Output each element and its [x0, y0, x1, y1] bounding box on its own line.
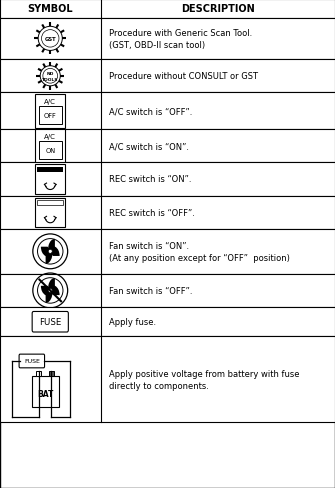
- Wedge shape: [46, 247, 52, 264]
- Text: FUSE: FUSE: [39, 318, 61, 326]
- Text: SYMBOL: SYMBOL: [27, 4, 73, 14]
- Bar: [35, 129, 65, 163]
- Bar: [35, 165, 65, 194]
- Text: A/C: A/C: [44, 99, 56, 105]
- Bar: [49, 372, 54, 377]
- Wedge shape: [41, 286, 53, 296]
- Text: ON: ON: [45, 148, 55, 154]
- Bar: [0, 307, 335, 337]
- Text: FUSE: FUSE: [24, 359, 40, 364]
- Ellipse shape: [48, 289, 52, 293]
- Text: Apply positive voltage from battery with fuse
directly to components.: Apply positive voltage from battery with…: [109, 369, 299, 390]
- Bar: [35, 198, 65, 227]
- Wedge shape: [48, 240, 55, 257]
- Bar: [0, 0, 335, 19]
- Ellipse shape: [48, 250, 52, 254]
- Bar: [0, 93, 335, 130]
- Text: A/C switch is “ON”.: A/C switch is “ON”.: [109, 142, 189, 151]
- FancyBboxPatch shape: [32, 312, 68, 332]
- Text: Procedure with Generic Scan Tool.
(GST, OBD-II scan tool): Procedure with Generic Scan Tool. (GST, …: [109, 29, 252, 50]
- Bar: [0, 19, 335, 60]
- Text: TOOLS: TOOLS: [42, 78, 59, 82]
- Bar: [35, 95, 65, 129]
- Text: A/C switch is “OFF”.: A/C switch is “OFF”.: [109, 107, 192, 116]
- Bar: [39, 107, 62, 125]
- Bar: [37, 167, 63, 172]
- Text: DESCRIPTION: DESCRIPTION: [181, 4, 255, 14]
- Text: REC switch is “OFF”.: REC switch is “OFF”.: [109, 208, 195, 217]
- FancyBboxPatch shape: [19, 354, 45, 368]
- Bar: [0, 229, 335, 274]
- Bar: [39, 142, 62, 160]
- Bar: [0, 60, 335, 93]
- Text: Fan switch is “ON”.
(At any position except for “OFF”  position): Fan switch is “ON”. (At any position exc…: [109, 242, 290, 262]
- Text: Procedure without CONSULT or GST: Procedure without CONSULT or GST: [109, 72, 258, 81]
- Wedge shape: [48, 285, 60, 295]
- Text: OFF: OFF: [44, 113, 57, 119]
- Wedge shape: [48, 279, 55, 296]
- Bar: [32, 377, 59, 407]
- Text: A/C: A/C: [44, 134, 56, 140]
- Wedge shape: [41, 247, 53, 257]
- Bar: [0, 130, 335, 163]
- Bar: [0, 163, 335, 196]
- Text: GST: GST: [45, 37, 56, 42]
- Bar: [37, 201, 63, 205]
- Wedge shape: [48, 246, 60, 256]
- Text: NO: NO: [47, 72, 54, 76]
- Bar: [0, 337, 335, 422]
- Text: Apply fuse.: Apply fuse.: [109, 318, 156, 326]
- Text: BAT: BAT: [38, 389, 54, 398]
- Bar: [0, 274, 335, 307]
- Text: REC switch is “ON”.: REC switch is “ON”.: [109, 175, 191, 184]
- Text: Fan switch is “OFF”.: Fan switch is “OFF”.: [109, 286, 192, 295]
- Bar: [0, 196, 335, 229]
- Bar: [36, 372, 41, 377]
- Wedge shape: [46, 286, 52, 303]
